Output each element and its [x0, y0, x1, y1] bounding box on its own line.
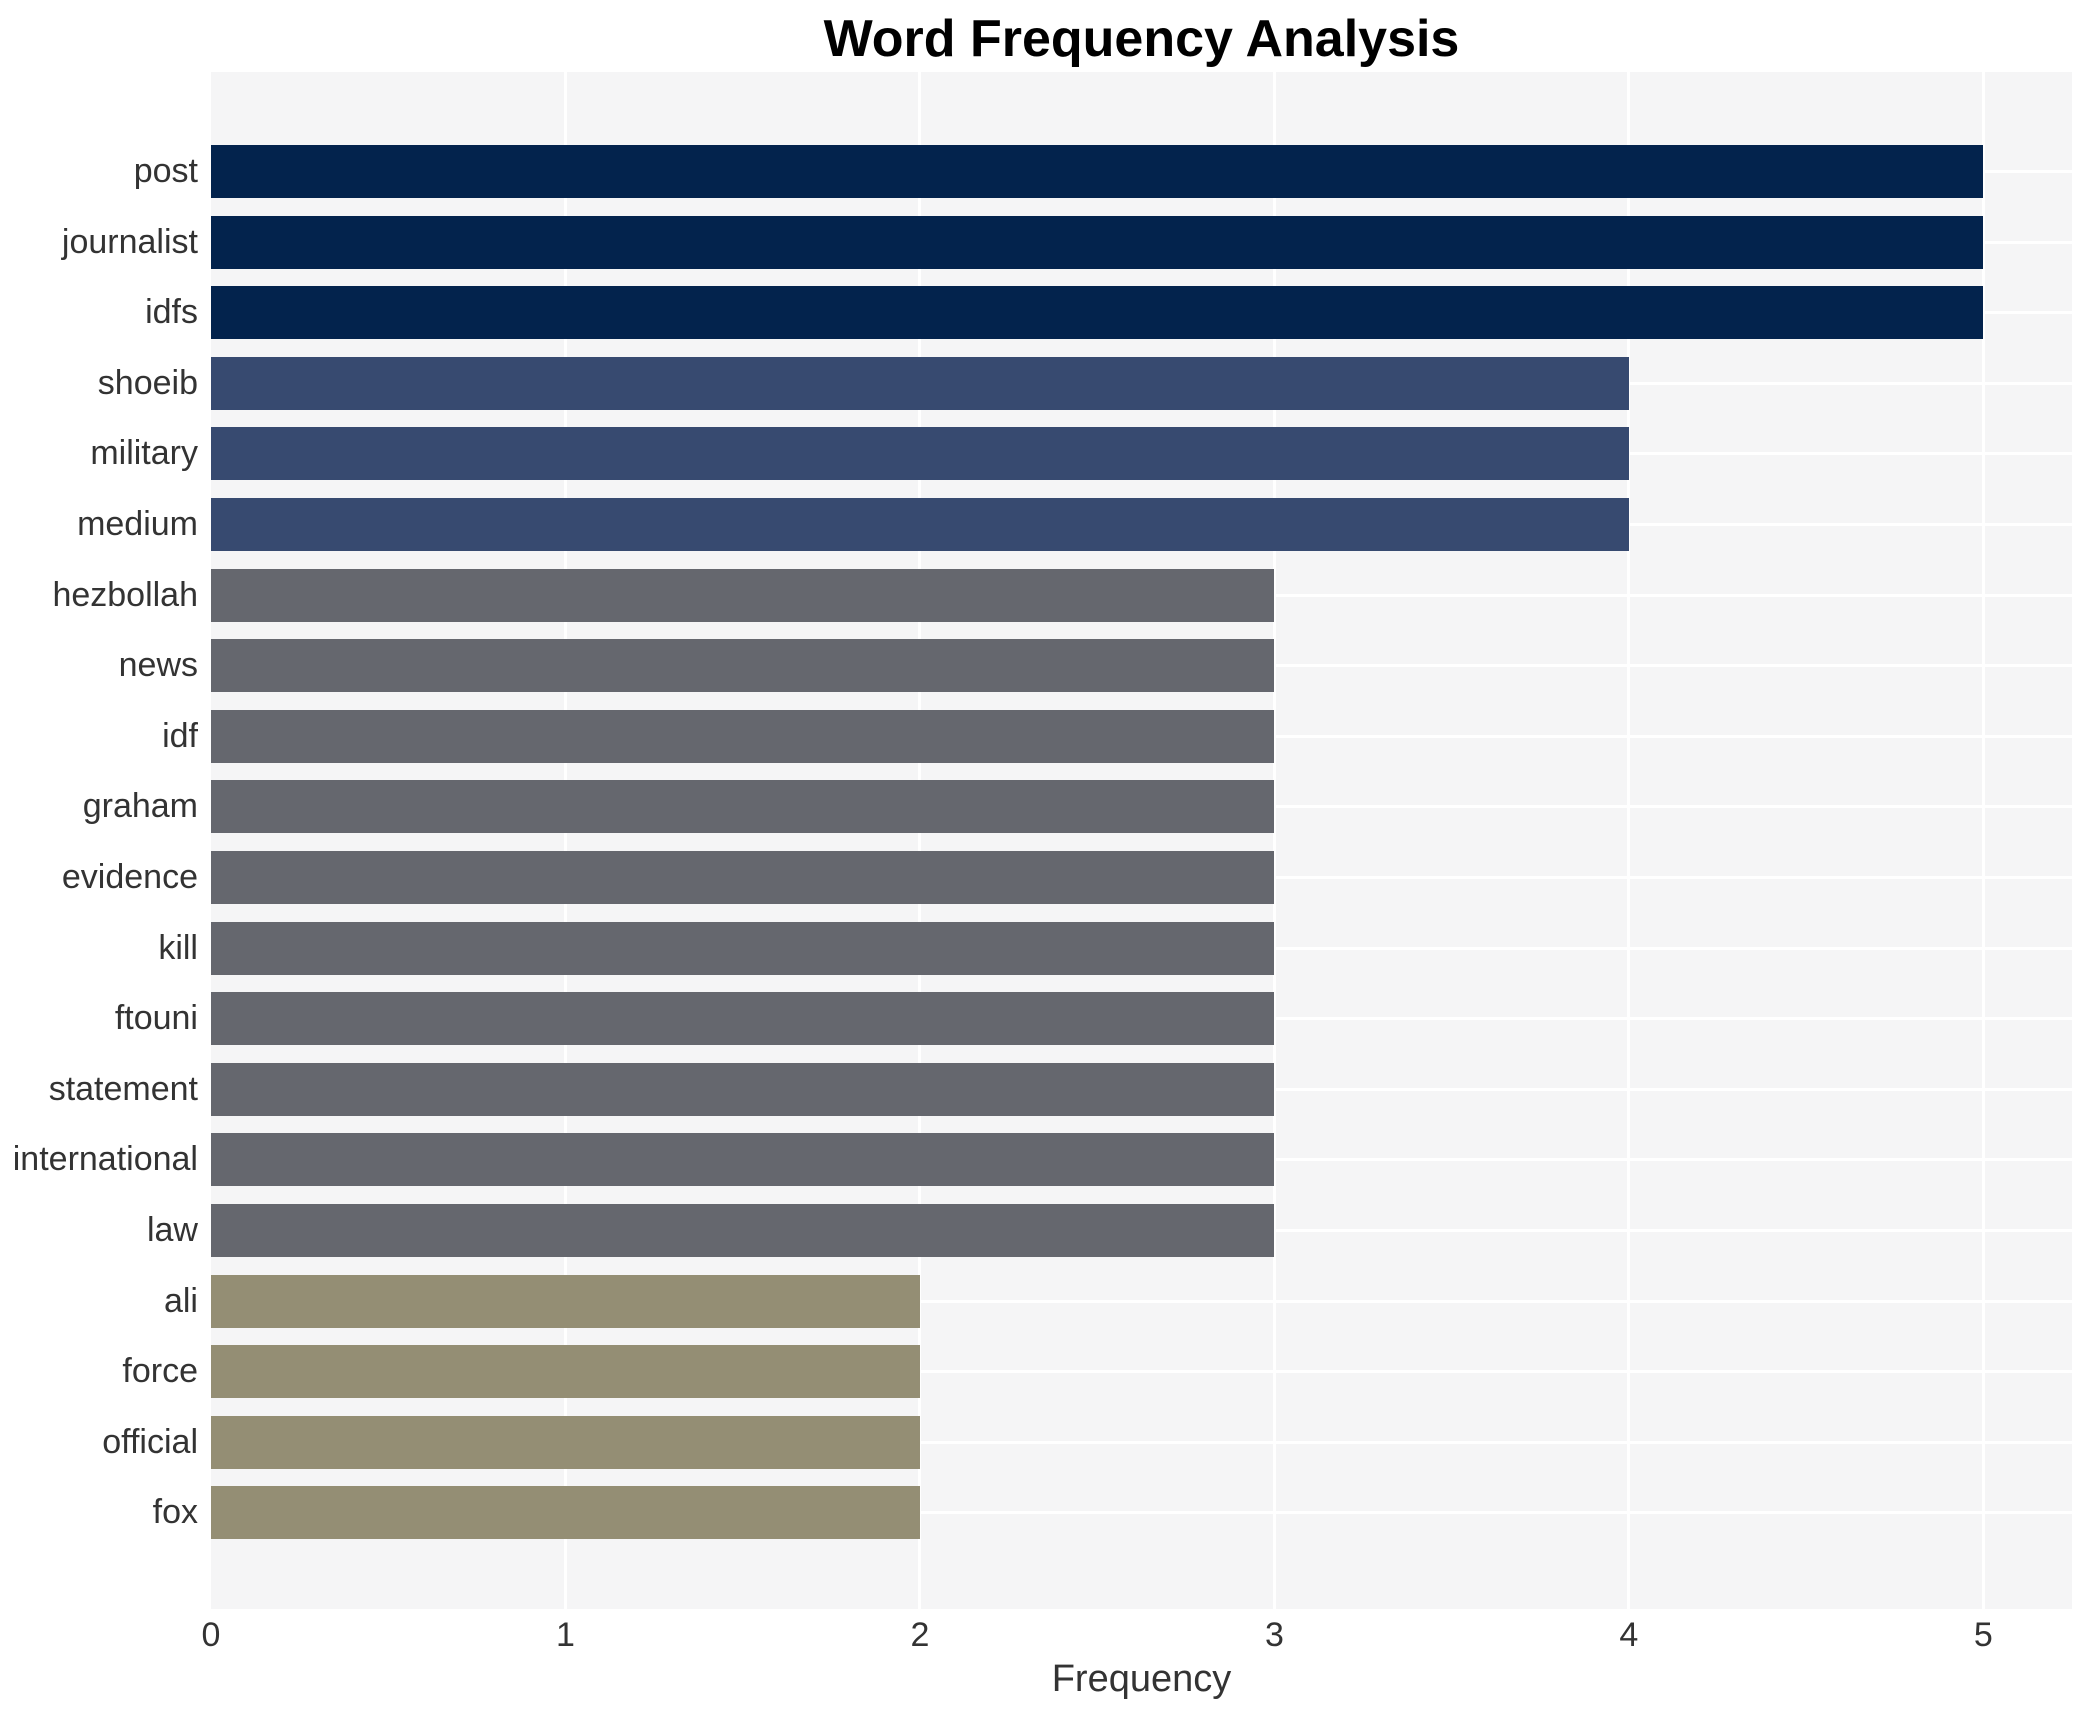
bar-official: [211, 1415, 920, 1469]
bar-row: [211, 1124, 2072, 1195]
bar-idf: [211, 709, 1275, 763]
y-tick-label-ali: ali: [163, 1281, 198, 1320]
bar-idfs: [211, 286, 1984, 340]
bar-post: [211, 145, 1984, 198]
bar-international: [211, 1133, 1275, 1187]
bar-fox: [211, 1486, 920, 1540]
bar-military: [211, 427, 1629, 481]
y-tick-label-post: post: [133, 152, 198, 190]
y-axis-labels: post journalist idfs shoeib military medium he…: [0, 72, 198, 1609]
y-tick-label-graham: graham: [82, 787, 198, 826]
y-tick-label-hezbollah: hezbollah: [52, 575, 198, 614]
bar-row: [211, 913, 2072, 984]
bar-medium: [211, 498, 1629, 551]
y-tick-label-official: official: [102, 1422, 198, 1461]
bar-row: [211, 418, 2072, 489]
vertical-gridline: [1981, 72, 1985, 1609]
bar-row: [211, 1266, 2072, 1337]
x-tick-label-3: 3: [1264, 1616, 1284, 1654]
y-tick-label-military: military: [90, 434, 198, 473]
y-tick-label-medium: medium: [77, 505, 198, 543]
y-tick-label-evidence: evidence: [61, 858, 198, 896]
y-tick-label-ftouni: ftouni: [114, 999, 198, 1038]
y-tick-label-news: news: [118, 646, 198, 685]
horizontal-gridline: [211, 1299, 2072, 1303]
x-axis-label: Frequency: [1051, 1658, 1232, 1700]
y-tick-label-idf: idf: [162, 716, 198, 755]
bar-row: [211, 348, 2072, 419]
chart-title: Word Frequency Analysis: [823, 10, 1460, 68]
bar-row: [211, 1407, 2072, 1478]
bar-shoeib: [211, 356, 1629, 410]
bar-row: [211, 489, 2072, 560]
x-tick-label-5: 5: [1973, 1616, 1993, 1654]
plot-area: [211, 72, 2072, 1609]
horizontal-gridline: [211, 1440, 2072, 1444]
x-tick-label-0: 0: [201, 1616, 221, 1654]
bar-row: [211, 1054, 2072, 1125]
bar-journalist: [211, 215, 1984, 269]
bar-law: [211, 1204, 1275, 1257]
x-axis-ticks: 0 1 2 3 4 5: [0, 1616, 2091, 1660]
x-tick-label-4: 4: [1619, 1616, 1639, 1654]
bar-evidence: [211, 851, 1275, 904]
vertical-gridline: [563, 72, 567, 1609]
horizontal-gridline: [211, 1370, 2072, 1374]
y-tick-label-shoeib: shoeib: [97, 363, 198, 402]
x-tick-label-1: 1: [556, 1616, 575, 1654]
vertical-gridline: [1272, 72, 1276, 1609]
bar-row: [211, 207, 2072, 278]
bar-row: [211, 560, 2072, 631]
y-tick-label-international: international: [12, 1140, 198, 1179]
bar-row: [211, 277, 2072, 348]
bar-row: [211, 983, 2072, 1054]
bar-row: [211, 136, 2072, 207]
bar-ali: [211, 1274, 920, 1328]
vertical-gridline: [918, 72, 922, 1609]
horizontal-gridline: [211, 1511, 2072, 1515]
bar-row: [211, 1477, 2072, 1548]
y-tick-label-law: law: [146, 1211, 198, 1249]
x-tick-label-2: 2: [910, 1616, 930, 1654]
bar-row: [211, 630, 2072, 701]
bar-hezbollah: [211, 568, 1275, 622]
y-tick-label-statement: statement: [48, 1069, 198, 1108]
y-tick-label-force: force: [122, 1352, 198, 1391]
bar-kill: [211, 921, 1275, 975]
bar-row: [211, 771, 2072, 842]
bar-graham: [211, 780, 1275, 834]
y-tick-label-idfs: idfs: [145, 293, 198, 332]
bar-news: [211, 639, 1275, 693]
bar-force: [211, 1345, 920, 1399]
vertical-gridline: [1627, 72, 1631, 1609]
bar-row: [211, 1195, 2072, 1266]
y-tick-label-kill: kill: [158, 928, 198, 967]
bar-ftouni: [211, 992, 1275, 1046]
y-tick-label-journalist: journalist: [61, 222, 198, 261]
bar-statement: [211, 1062, 1275, 1116]
y-tick-label-fox: fox: [152, 1493, 198, 1532]
bar-row: [211, 842, 2072, 913]
bar-row: [211, 701, 2072, 772]
bar-row: [211, 1336, 2072, 1407]
